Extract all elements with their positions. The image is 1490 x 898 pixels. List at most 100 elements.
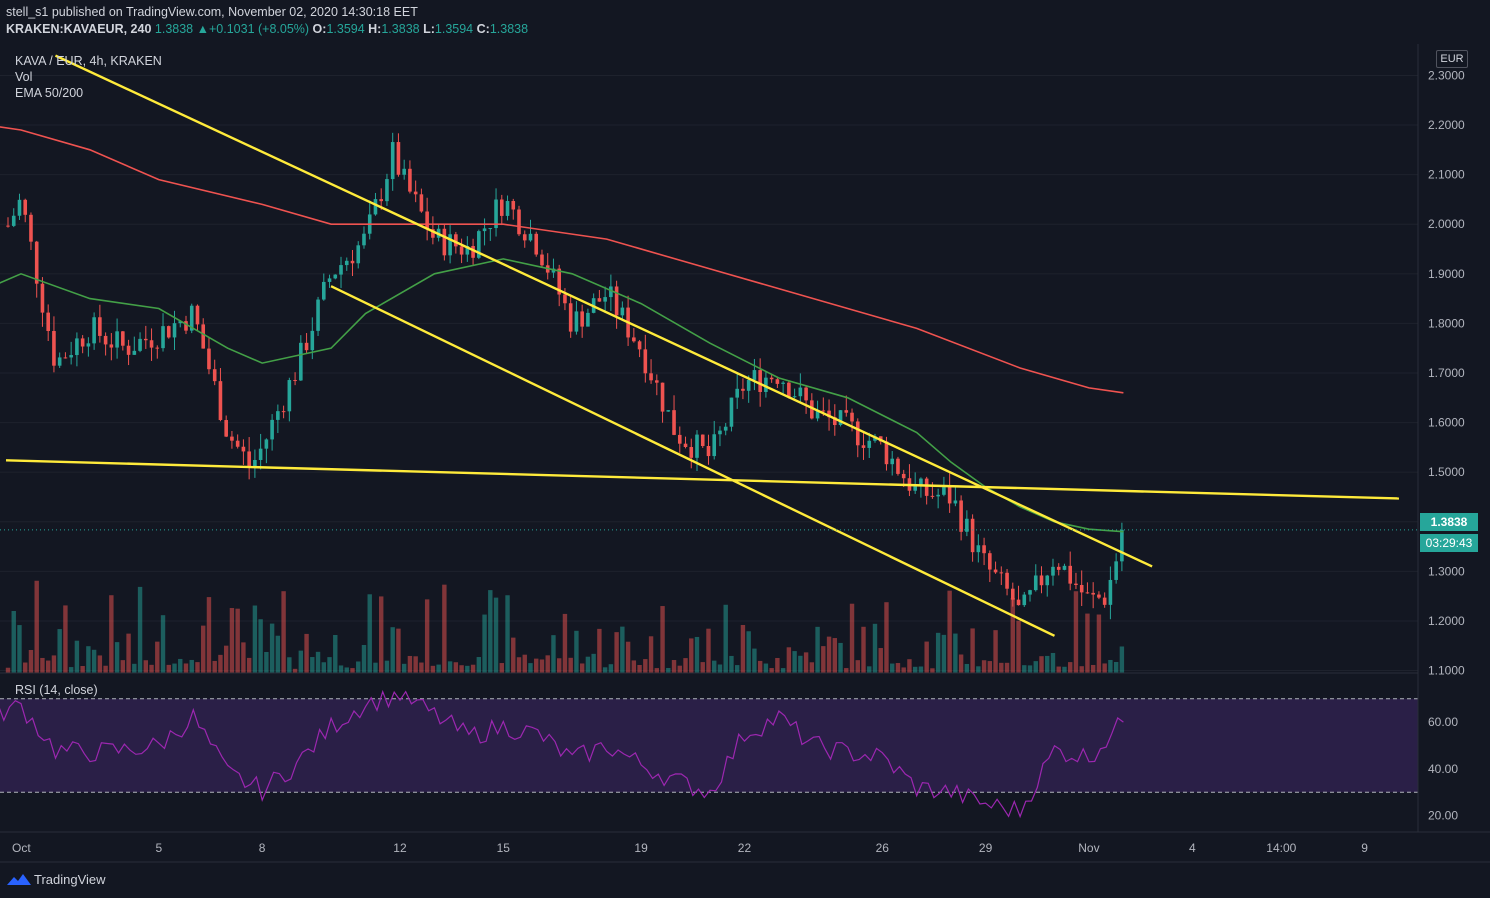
volume-bar (419, 662, 424, 673)
candle-body (930, 495, 935, 497)
volume-bar (660, 606, 665, 673)
candle-body (827, 410, 831, 418)
time-tick-label: Oct (12, 841, 31, 855)
volume-bar (379, 596, 384, 673)
volume-bar (723, 604, 728, 673)
price-tick-label: 2.1000 (1428, 168, 1465, 182)
volume-bar (729, 655, 734, 673)
legend-volume: Vol (15, 70, 33, 84)
candle-body (1056, 566, 1061, 570)
volume-bar (1073, 591, 1079, 673)
candle-body (1102, 597, 1107, 605)
volume-bar (648, 636, 654, 673)
volume-bar (637, 664, 642, 673)
volume-bar (1045, 655, 1050, 673)
volume-bar (68, 667, 74, 673)
volume-bar (970, 628, 975, 673)
candle-body (350, 260, 355, 264)
legend-ema: EMA 50/200 (15, 86, 84, 100)
time-tick-label: 19 (634, 841, 648, 855)
volume-bar (292, 668, 298, 673)
volume-bar (488, 590, 493, 673)
candle-body (1051, 566, 1055, 576)
volume-bar (246, 657, 252, 673)
rsi-tick-label: 60.00 (1428, 715, 1458, 729)
candle-body (735, 388, 739, 398)
volume-bar (677, 665, 682, 673)
candle-body (609, 286, 613, 298)
volume-bar (901, 667, 906, 673)
candle-body (304, 342, 309, 351)
volume-bar (597, 628, 602, 673)
candle-body (924, 478, 929, 496)
volume-bar (872, 623, 878, 673)
price-axis-ticks: 2.3000 2.2000 2.1000 2.0000 1.9000 1.8000 1.70… (1428, 68, 1465, 677)
volume-bar (976, 666, 981, 673)
candle-body (132, 350, 137, 355)
candle-body (1022, 594, 1027, 606)
candle-body (195, 305, 200, 325)
candle-body (29, 214, 33, 242)
volume-bar (80, 665, 85, 673)
volume-bar (23, 662, 28, 673)
volume-bar (252, 605, 258, 673)
footer: TradingView (0, 862, 1490, 898)
volume-bar (1039, 656, 1044, 673)
candle-body (419, 194, 424, 212)
volume-bar (752, 648, 757, 673)
bar-countdown-label: 03:29:43 (1420, 534, 1478, 552)
close-label: C: (476, 22, 490, 36)
candle-body (172, 323, 177, 338)
candle-body (11, 215, 16, 226)
candle-body (86, 343, 91, 347)
candle-body (867, 440, 872, 448)
candle-body (505, 201, 510, 216)
candle-body (1010, 588, 1015, 600)
candle-body (586, 312, 590, 327)
candle-body (396, 142, 401, 175)
candlesticks (6, 132, 1124, 620)
tradingview-logo-icon[interactable] (7, 872, 31, 888)
candle-body (746, 379, 751, 391)
price-tick-label: 1.5000 (1428, 465, 1465, 479)
open-label: O: (312, 22, 327, 36)
candle-body (729, 397, 734, 427)
volume-bar (401, 663, 407, 673)
tradingview-logo-text[interactable]: TradingView (34, 872, 106, 887)
candle-body (695, 434, 699, 458)
candle-body (293, 380, 297, 382)
time-tick-label: 29 (979, 841, 993, 855)
volume-bar (941, 634, 947, 673)
candle-body (706, 445, 711, 457)
candle-body (947, 487, 952, 504)
rsi-band (0, 698, 1418, 793)
volume-bar (844, 668, 849, 673)
candle-body (890, 458, 895, 465)
candle-body (769, 377, 774, 380)
volume-bar (1079, 666, 1084, 673)
candle-body (1114, 561, 1118, 580)
candle-body (666, 410, 671, 412)
time-tick-label: 14:00 (1266, 841, 1296, 855)
candle-body (425, 211, 429, 230)
volume-bar (821, 646, 826, 673)
candle-body (488, 228, 493, 230)
candle-body (787, 382, 791, 398)
volume-bar (407, 655, 413, 673)
candle-body (896, 458, 900, 474)
time-tick-label: Nov (1078, 841, 1099, 855)
volume-bar (1119, 646, 1125, 673)
candle-body (804, 387, 808, 401)
candle-body (660, 382, 665, 412)
volume-bar (511, 637, 516, 673)
volume-bar (884, 602, 889, 673)
volume-bar (700, 662, 705, 673)
volume-bar (350, 668, 355, 673)
candle-body (649, 373, 653, 381)
candle-body (465, 246, 470, 255)
candle-body (959, 500, 963, 532)
candle-body (184, 321, 188, 331)
currency-button[interactable]: EUR (1436, 50, 1468, 68)
candle-body (741, 388, 745, 391)
